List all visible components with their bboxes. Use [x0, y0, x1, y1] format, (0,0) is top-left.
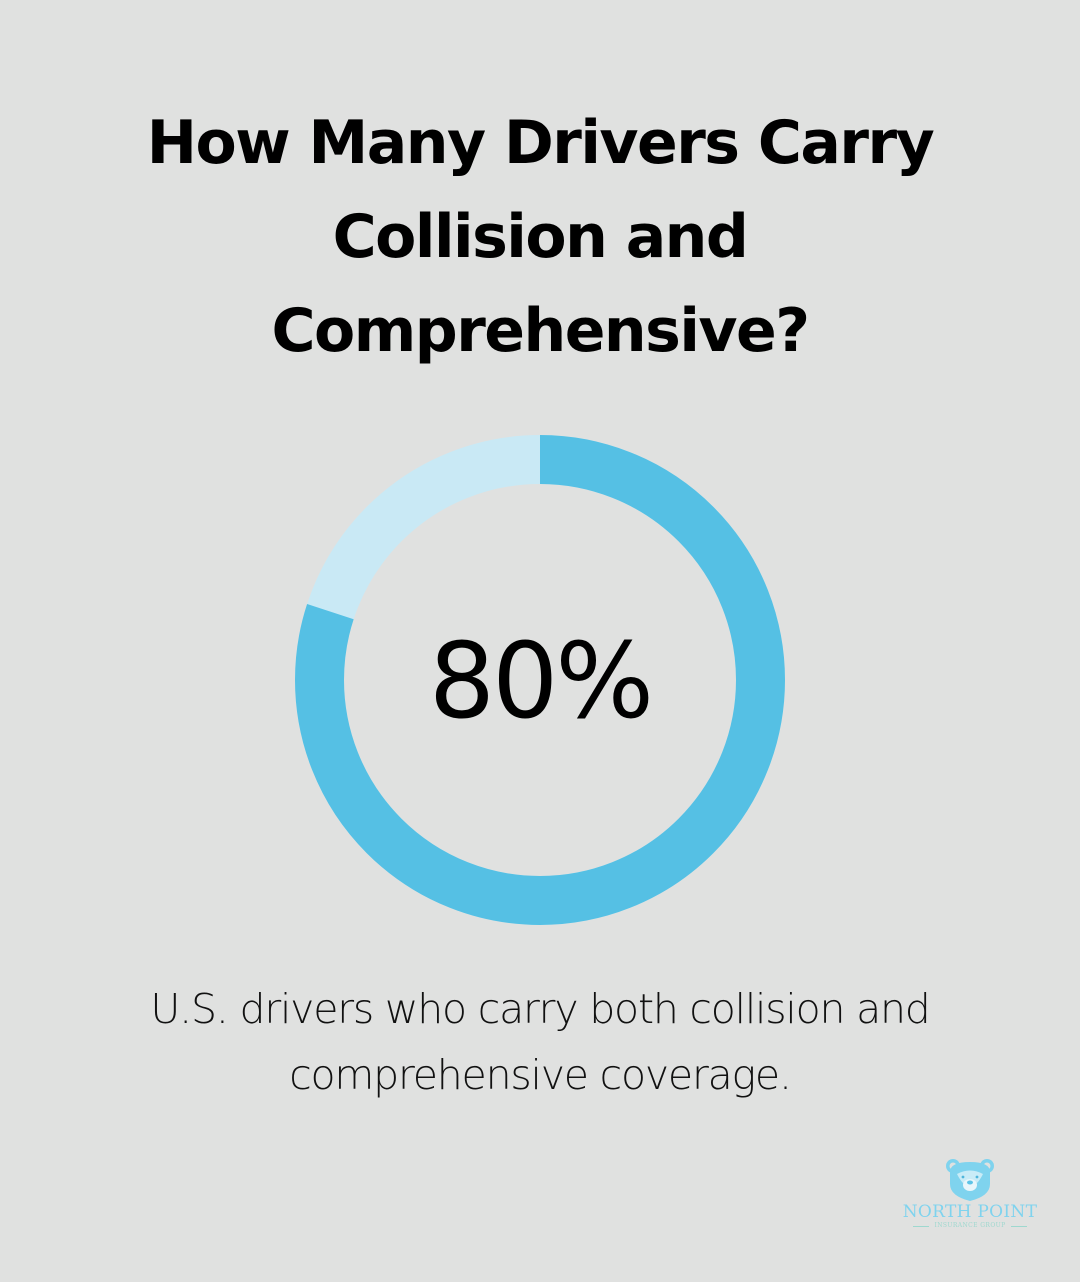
- title-line-1: How Many Drivers Carry: [146, 108, 935, 178]
- tagline-rule-right: [1010, 1225, 1027, 1227]
- logo-tagline-text: INSURANCE GROUP: [934, 1222, 1006, 1229]
- caption-line-2: comprehensive coverage.: [289, 1051, 792, 1099]
- title-line-2: Collision and: [332, 202, 749, 272]
- donut-ring: [295, 435, 785, 925]
- tagline-rule-left: [913, 1225, 930, 1227]
- company-logo: NORTH POINT INSURANCE GROUP: [880, 1158, 1060, 1248]
- title-line-3: Comprehensive?: [271, 296, 810, 366]
- page-title: How Many Drivers Carry Collision and Com…: [40, 96, 1040, 378]
- donut-chart: 80%: [295, 435, 785, 925]
- donut-value-label: 80%: [428, 620, 654, 742]
- bear-head-icon: [946, 1159, 994, 1201]
- chart-caption: U.S. drivers who carry both collision an…: [60, 976, 1020, 1108]
- logo-tagline: INSURANCE GROUP: [880, 1222, 1060, 1230]
- logo-name: NORTH POINT: [902, 1202, 1038, 1222]
- caption-line-1: U.S. drivers who carry both collision an…: [150, 985, 930, 1033]
- donut-filled-segment: [295, 435, 785, 925]
